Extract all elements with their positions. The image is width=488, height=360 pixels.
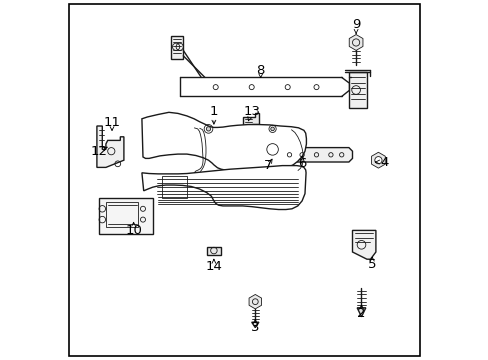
Circle shape (206, 127, 210, 131)
Text: 5: 5 (367, 258, 376, 271)
Text: 11: 11 (103, 116, 120, 129)
Circle shape (374, 157, 381, 164)
Circle shape (270, 127, 274, 131)
Text: 2: 2 (357, 307, 365, 320)
Text: 6: 6 (297, 157, 305, 170)
Polygon shape (276, 148, 352, 162)
Polygon shape (170, 36, 183, 59)
Text: 7: 7 (263, 159, 272, 172)
Polygon shape (142, 112, 306, 171)
Polygon shape (356, 308, 365, 317)
Polygon shape (97, 126, 123, 167)
Text: 14: 14 (205, 260, 222, 273)
Text: 1: 1 (209, 105, 218, 118)
Text: 13: 13 (243, 105, 260, 118)
Text: 12: 12 (90, 145, 107, 158)
Text: 10: 10 (125, 224, 142, 237)
Bar (162, 176, 186, 198)
Text: 3: 3 (250, 321, 259, 334)
Polygon shape (348, 72, 366, 108)
Text: 8: 8 (256, 64, 264, 77)
Bar (206, 247, 221, 255)
Bar (276, 149, 284, 157)
Bar (99, 198, 152, 234)
Text: 4: 4 (380, 156, 388, 168)
Polygon shape (242, 113, 258, 130)
Polygon shape (352, 230, 375, 259)
Polygon shape (251, 322, 258, 328)
Polygon shape (142, 166, 305, 210)
Text: 9: 9 (351, 18, 360, 31)
Bar (106, 202, 138, 227)
